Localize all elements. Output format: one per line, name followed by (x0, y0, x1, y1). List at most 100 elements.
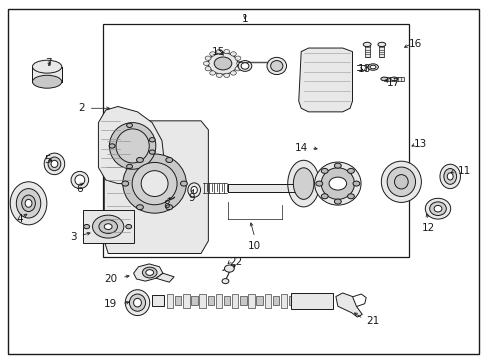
Text: 13: 13 (414, 139, 427, 149)
Bar (191, 296, 198, 305)
Ellipse shape (270, 60, 283, 71)
Ellipse shape (125, 290, 150, 316)
Text: 12: 12 (421, 223, 435, 233)
Ellipse shape (32, 75, 62, 88)
Ellipse shape (363, 42, 371, 46)
Ellipse shape (391, 77, 397, 81)
Ellipse shape (129, 294, 146, 311)
Ellipse shape (51, 160, 58, 167)
Circle shape (166, 157, 172, 162)
Bar (103, 24, 409, 257)
Circle shape (321, 168, 328, 174)
Circle shape (122, 181, 129, 186)
Ellipse shape (241, 63, 249, 69)
Circle shape (210, 71, 216, 75)
Circle shape (224, 49, 230, 54)
Text: 6: 6 (76, 184, 83, 194)
Circle shape (146, 270, 154, 275)
Ellipse shape (10, 182, 47, 225)
Ellipse shape (381, 161, 421, 202)
Circle shape (126, 165, 132, 168)
Bar (292, 293, 333, 309)
Ellipse shape (387, 167, 416, 197)
Ellipse shape (191, 186, 197, 194)
Ellipse shape (394, 175, 408, 189)
Circle shape (205, 56, 211, 60)
Text: 17: 17 (387, 78, 400, 88)
Bar (365, 44, 369, 57)
Ellipse shape (132, 162, 177, 205)
Circle shape (137, 157, 144, 162)
Bar (32, 67, 62, 82)
Circle shape (208, 53, 238, 74)
Circle shape (217, 49, 222, 54)
Circle shape (109, 144, 115, 148)
Circle shape (237, 61, 243, 66)
Bar (175, 296, 181, 305)
Circle shape (329, 177, 346, 190)
Ellipse shape (48, 157, 61, 171)
Text: 11: 11 (458, 166, 471, 176)
Circle shape (321, 194, 328, 199)
Bar (240, 296, 246, 305)
Bar (281, 294, 287, 308)
Circle shape (224, 73, 230, 77)
Ellipse shape (444, 168, 457, 184)
Ellipse shape (288, 160, 319, 207)
Circle shape (149, 150, 155, 154)
Ellipse shape (370, 65, 376, 69)
Circle shape (126, 225, 132, 229)
Polygon shape (299, 48, 352, 112)
Ellipse shape (123, 154, 186, 213)
Text: 19: 19 (104, 299, 117, 309)
Text: 7: 7 (45, 58, 51, 68)
Ellipse shape (315, 162, 361, 205)
Ellipse shape (16, 189, 41, 218)
Bar (265, 294, 271, 308)
Ellipse shape (238, 60, 252, 71)
Bar (208, 296, 214, 305)
Bar (273, 296, 279, 305)
Text: 4: 4 (17, 215, 24, 224)
Circle shape (347, 168, 354, 174)
Circle shape (99, 220, 118, 233)
Bar (256, 296, 263, 305)
Circle shape (137, 205, 144, 210)
Polygon shape (134, 264, 163, 281)
Text: 5: 5 (44, 155, 50, 165)
Circle shape (104, 224, 112, 229)
Circle shape (334, 163, 341, 168)
Circle shape (334, 199, 341, 204)
Text: 8: 8 (164, 200, 170, 210)
Text: 20: 20 (104, 274, 117, 284)
Circle shape (84, 225, 90, 229)
Circle shape (235, 67, 241, 71)
Bar (248, 294, 255, 308)
Ellipse shape (368, 64, 378, 70)
Text: 18: 18 (357, 64, 370, 74)
Circle shape (203, 61, 209, 66)
Text: 3: 3 (70, 232, 76, 242)
Bar (152, 296, 164, 306)
Bar (224, 296, 230, 305)
Circle shape (235, 56, 241, 60)
Circle shape (347, 194, 354, 199)
Circle shape (230, 52, 236, 56)
Ellipse shape (440, 164, 461, 189)
Ellipse shape (430, 202, 446, 216)
Bar (379, 44, 384, 57)
Ellipse shape (381, 77, 388, 81)
Polygon shape (336, 293, 362, 317)
Polygon shape (98, 107, 164, 184)
Circle shape (353, 181, 360, 186)
Circle shape (316, 181, 323, 186)
Circle shape (224, 265, 234, 272)
Text: 14: 14 (295, 143, 309, 153)
Circle shape (214, 57, 232, 70)
Text: 15: 15 (212, 47, 225, 57)
Ellipse shape (25, 199, 32, 207)
Circle shape (230, 71, 236, 75)
Bar (167, 294, 173, 308)
Ellipse shape (116, 129, 149, 163)
Text: 22: 22 (229, 257, 243, 267)
